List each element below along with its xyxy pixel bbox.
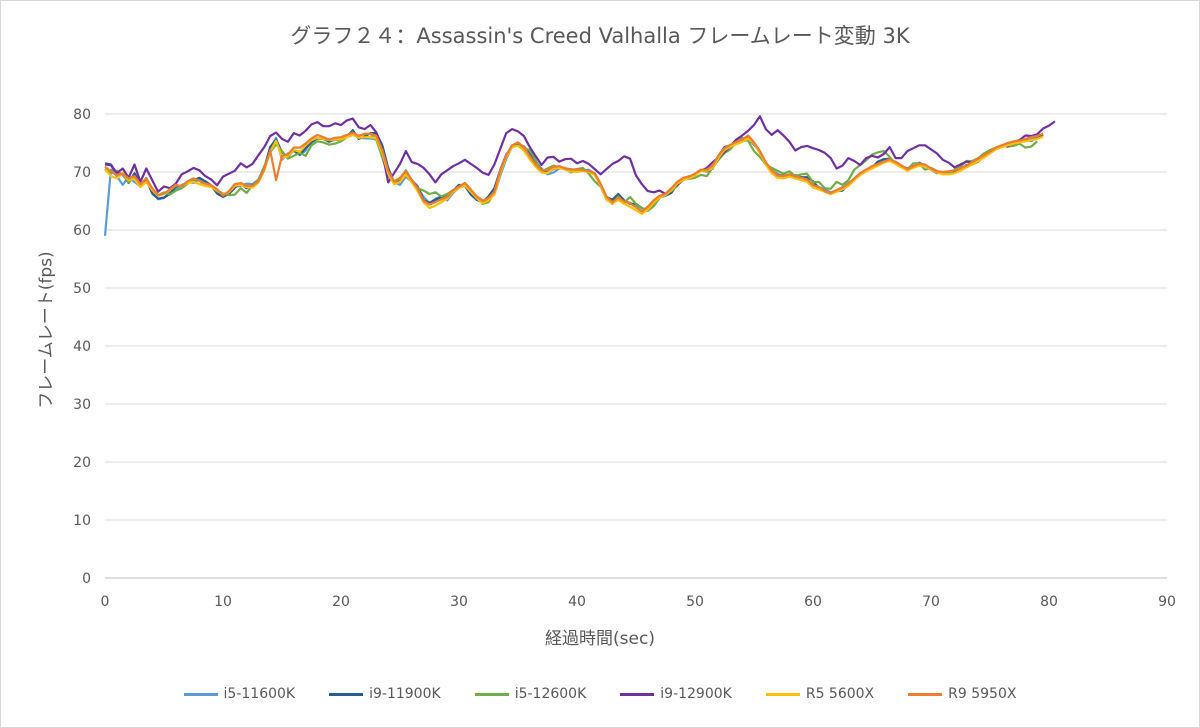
y-tick-label: 70 [73, 165, 91, 181]
series-line-i9-12900k [104, 115, 1056, 196]
x-tick-label: 80 [1040, 594, 1058, 610]
legend-label: i5-12600K [514, 686, 587, 702]
legend-item: i9-12900K [620, 686, 732, 702]
x-tick-label: 50 [686, 594, 704, 610]
y-tick-label: 20 [73, 455, 91, 471]
series-lines [103, 115, 1056, 236]
y-tick-label: 30 [73, 397, 91, 413]
x-tick-label: 40 [568, 594, 586, 610]
gridlines [105, 113, 1167, 579]
y-tick-label: 40 [73, 339, 91, 355]
legend-label: i9-11900K [369, 686, 441, 702]
y-tick-label: 50 [73, 281, 91, 297]
x-tick-label: 20 [332, 594, 350, 610]
legend-swatch [329, 692, 364, 696]
y-tick-label: 60 [73, 223, 91, 239]
legend-swatch [620, 692, 655, 696]
x-tick-label: 60 [804, 594, 822, 610]
legend-swatch [908, 692, 943, 696]
series-line-r9-5950x [104, 131, 1044, 213]
legend-label: R5 5600X [805, 686, 875, 702]
y-tick-label: 0 [82, 571, 91, 587]
x-tick-label: 90 [1158, 594, 1176, 610]
legend-item: R5 5600X [765, 686, 875, 702]
series-line-r5-5600x [104, 133, 1044, 215]
legend-item: i9-11900K [329, 686, 441, 702]
legend-swatch [474, 692, 509, 696]
legend-item: i5-12600K [474, 686, 587, 702]
legend-label: R9 5950X [948, 686, 1017, 702]
x-axis-label: 経過時間(sec) [545, 629, 655, 649]
legend-label: i9-12900K [660, 686, 732, 702]
x-tick-labels: 0 10 20 30 40 50 60 70 80 90 [101, 594, 1176, 610]
y-tick-labels: 0 10 20 30 40 50 60 70 80 [73, 107, 91, 587]
y-tick-label: 80 [73, 107, 91, 123]
x-tick-label: 70 [922, 594, 940, 610]
legend-item: R9 5950X [908, 686, 1016, 702]
legend: i5-11600K i9-11900K i5-12600K i9-12900K R5 5… [0, 686, 1200, 702]
y-tick-label: 10 [73, 513, 91, 529]
x-tick-label: 10 [214, 594, 232, 610]
legend-swatch [183, 692, 218, 696]
x-tick-label: 30 [450, 594, 468, 610]
legend-label: i5-11600K [223, 686, 296, 702]
legend-swatch [765, 692, 800, 696]
legend-item: i5-11600K [183, 686, 296, 702]
chart-title: グラフ２４：Assassin's Creed Valhalla フレームレート変… [290, 24, 910, 48]
x-tick-label: 0 [101, 594, 110, 610]
